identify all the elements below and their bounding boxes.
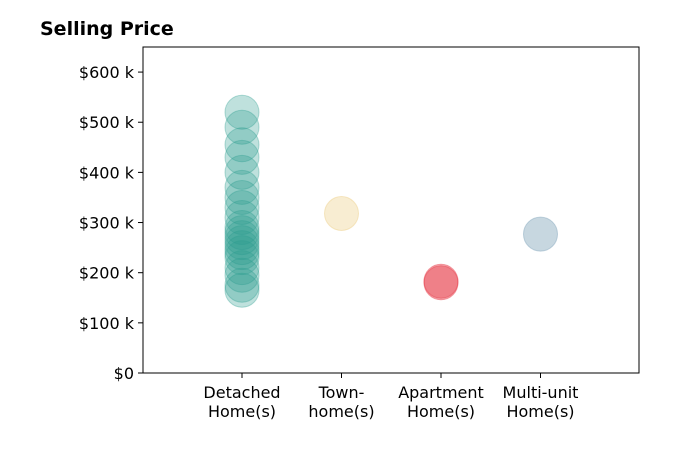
data-point (224, 267, 260, 303)
y-axis: $0 $100 k $200 k $300 k $400 k $500 k $600 k (79, 63, 143, 383)
y-tick-label: $100 k (79, 314, 135, 333)
data-point (423, 263, 459, 299)
x-tick-label: Town- (318, 383, 365, 402)
data-point (224, 139, 260, 175)
x-axis: DetachedHome(s)Town-home(s)ApartmentHome… (203, 373, 578, 421)
x-tick-label: Multi-unit (503, 383, 579, 402)
data-point (224, 109, 260, 145)
data-point (224, 200, 260, 236)
y-tick-label: $300 k (79, 214, 135, 233)
x-tick-label: Detached (203, 383, 280, 402)
x-tick-label: Apartment (398, 383, 484, 402)
data-point (423, 265, 459, 301)
x-tick-label: Home(s) (208, 402, 276, 421)
data-point (224, 215, 260, 251)
data-point (224, 189, 260, 225)
data-point (224, 257, 260, 293)
data-point (523, 216, 558, 252)
data-point (224, 240, 260, 276)
x-tick-label: Home(s) (407, 402, 475, 421)
x-tick-label: Home(s) (506, 402, 574, 421)
y-tick-label: $200 k (79, 264, 135, 283)
data-point (224, 272, 260, 308)
data-point (224, 230, 260, 266)
x-tick-label: home(s) (308, 402, 374, 421)
y-tick-label: $600 k (79, 63, 135, 82)
data-point (224, 235, 260, 271)
data-point (224, 127, 260, 163)
y-tick-label: $400 k (79, 163, 135, 182)
points-layer (224, 94, 558, 308)
chart-title: Selling Price (40, 18, 174, 40)
data-point (224, 169, 260, 205)
y-tick-label: $500 k (79, 113, 135, 132)
data-point (224, 220, 260, 256)
data-point (324, 196, 359, 232)
data-point (224, 179, 260, 215)
data-point (224, 250, 260, 286)
data-point (224, 210, 260, 246)
data-point (224, 94, 260, 130)
data-point (224, 225, 260, 261)
data-point (224, 154, 260, 190)
plot-frame (142, 46, 640, 374)
y-tick-label: $0 (114, 364, 134, 383)
